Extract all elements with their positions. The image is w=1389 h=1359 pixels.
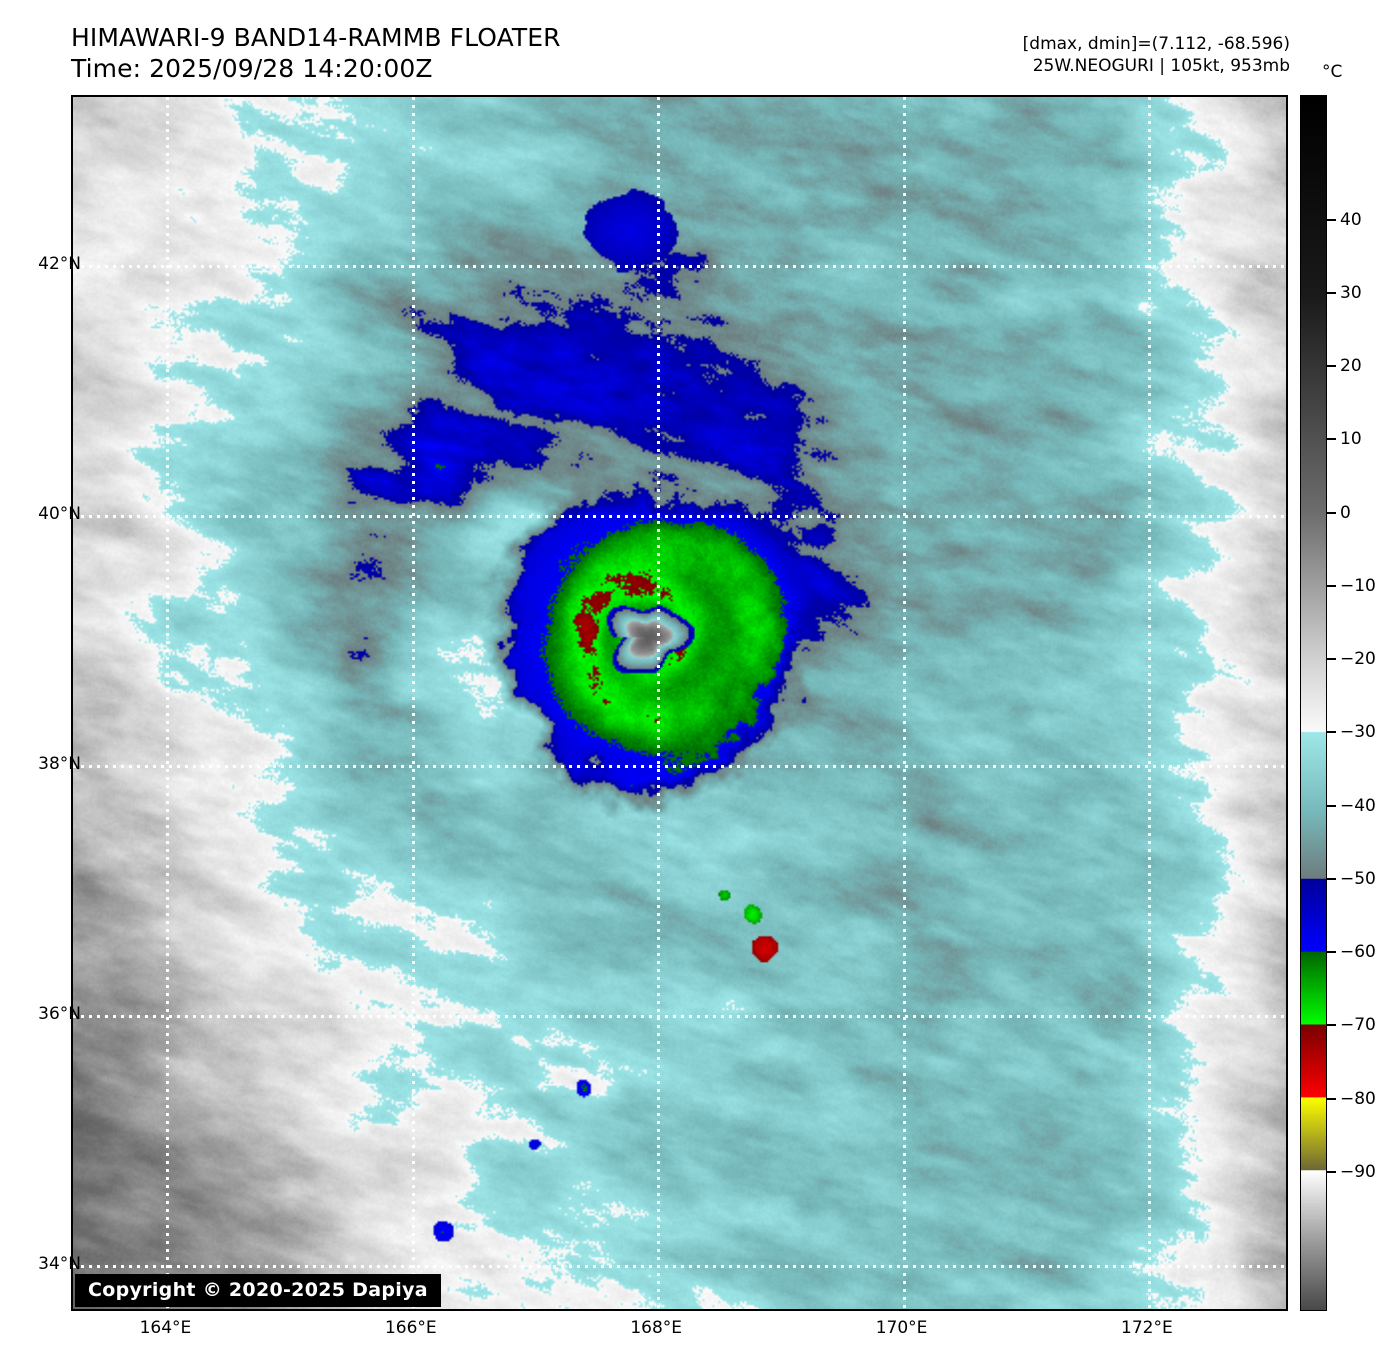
colorbar-tick-mark bbox=[1327, 1097, 1336, 1100]
colorbar-tick-mark bbox=[1327, 658, 1336, 661]
colorbar-tick-label: 10 bbox=[1340, 429, 1362, 450]
metadata-block: [dmax, dmin]=(7.112, -68.596) 25W.NEOGUR… bbox=[1023, 33, 1290, 77]
colorbar-tick-mark bbox=[1327, 804, 1336, 807]
colorbar-tick-label: −40 bbox=[1340, 795, 1376, 816]
copyright-banner: Copyright © 2020-2025 Dapiya bbox=[75, 1274, 441, 1307]
storm-info-label: 25W.NEOGURI | 105kt, 953mb bbox=[1032, 56, 1290, 76]
latitude-tick-label: 40°N bbox=[38, 503, 81, 524]
longitude-tick-label: 168°E bbox=[630, 1318, 683, 1338]
colorbar-gradient bbox=[1300, 95, 1327, 1311]
colorbar-unit-label: °C bbox=[1322, 62, 1343, 82]
title-block: HIMAWARI-9 BAND14-RAMMB FLOATER Time: 20… bbox=[71, 22, 561, 84]
longitude-tick-label: 170°E bbox=[875, 1318, 928, 1338]
temperature-colorbar[interactable]: 40 30 20 10 0 −10 −20 −30 −40 −50 −60 −70 −80 −90 bbox=[1300, 95, 1376, 1311]
colorbar-tick-label: −20 bbox=[1340, 649, 1376, 670]
page-title: HIMAWARI-9 BAND14-RAMMB FLOATER bbox=[71, 23, 561, 52]
colorbar-tick-mark bbox=[1327, 218, 1336, 221]
satellite-ir-imagery bbox=[73, 97, 1286, 1309]
colorbar-tick-mark bbox=[1327, 951, 1336, 954]
longitude-tick-label: 172°E bbox=[1121, 1318, 1173, 1338]
colorbar-tick-mark bbox=[1327, 511, 1336, 514]
colorbar-tick-mark bbox=[1327, 438, 1336, 441]
colorbar-tick-label: 0 bbox=[1340, 502, 1351, 523]
longitude-tick-label: 164°E bbox=[139, 1318, 192, 1338]
colorbar-tick-label: −80 bbox=[1340, 1088, 1376, 1109]
colorbar-tick-mark bbox=[1327, 584, 1336, 587]
colorbar-tick-mark bbox=[1327, 877, 1336, 880]
latitude-tick-label: 34°N bbox=[38, 1253, 81, 1274]
colorbar-tick-label: −30 bbox=[1340, 722, 1376, 743]
latitude-tick-label: 42°N bbox=[38, 253, 81, 274]
colorbar-tick-mark bbox=[1327, 731, 1336, 734]
colorbar-tick-mark bbox=[1327, 1024, 1336, 1027]
longitude-tick-label: 166°E bbox=[384, 1318, 437, 1338]
colorbar-tick-label: −60 bbox=[1340, 942, 1376, 963]
colorbar-tick-mark bbox=[1327, 1170, 1336, 1173]
colorbar-tick-mark bbox=[1327, 365, 1336, 368]
timestamp-label: Time: 2025/09/28 14:20:00Z bbox=[71, 54, 433, 83]
latitude-tick-label: 36°N bbox=[38, 1003, 81, 1024]
colorbar-tick-label: −90 bbox=[1340, 1161, 1376, 1182]
colorbar-tick-mark bbox=[1327, 291, 1336, 294]
colorbar-tick-label: 40 bbox=[1340, 209, 1362, 230]
colorbar-tick-label: −10 bbox=[1340, 575, 1376, 596]
latitude-tick-label: 38°N bbox=[38, 753, 81, 774]
colorbar-tick-label: −70 bbox=[1340, 1015, 1376, 1036]
satellite-image-plot[interactable]: Copyright © 2020-2025 Dapiya bbox=[71, 95, 1288, 1311]
colorbar-tick-label: −50 bbox=[1340, 868, 1376, 889]
dmax-dmin-label: [dmax, dmin]=(7.112, -68.596) bbox=[1022, 34, 1290, 54]
colorbar-tick-label: 30 bbox=[1340, 282, 1362, 303]
colorbar-tick-label: 20 bbox=[1340, 356, 1362, 377]
